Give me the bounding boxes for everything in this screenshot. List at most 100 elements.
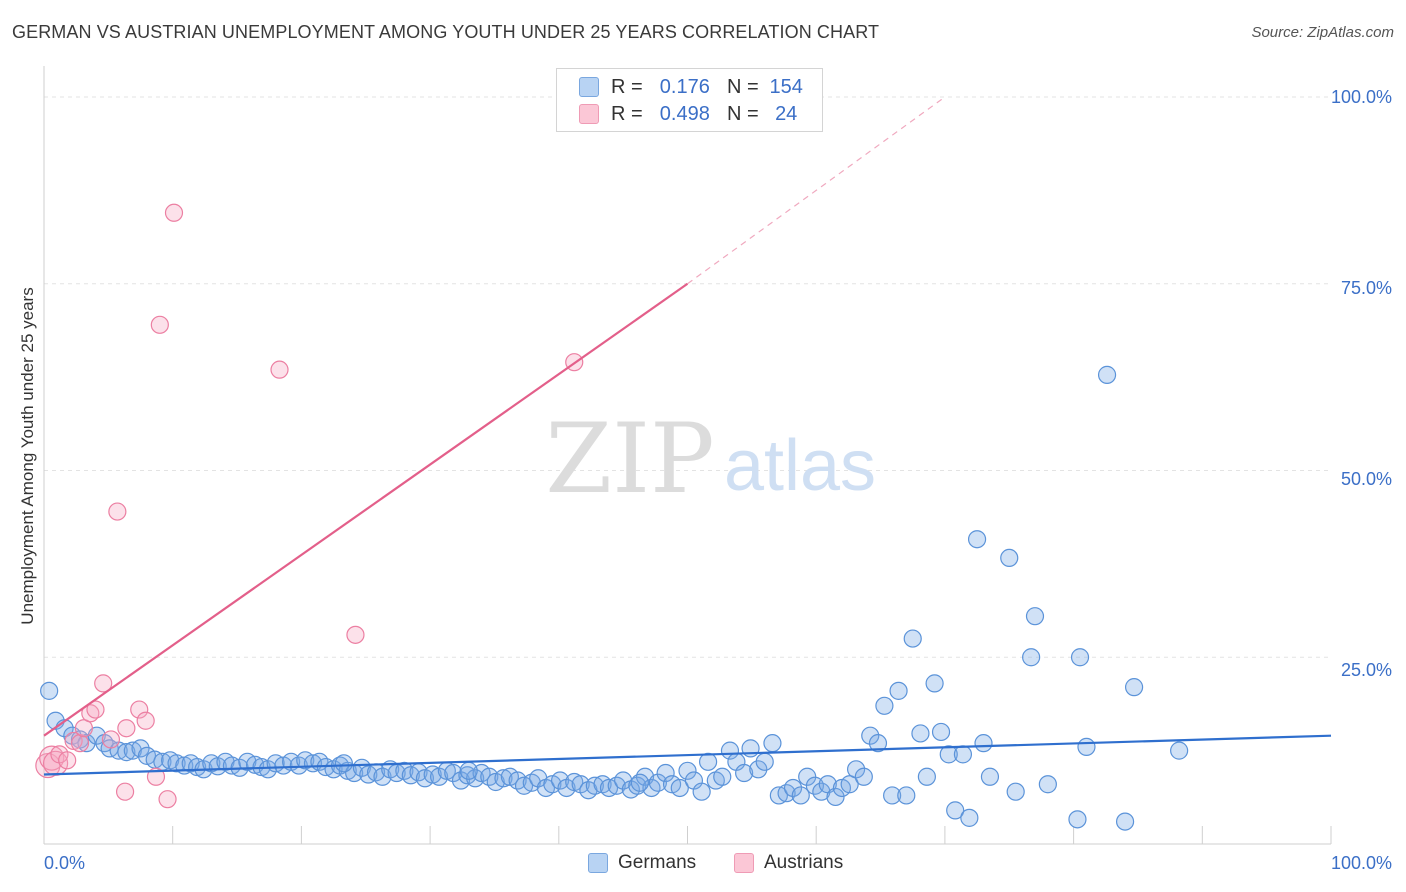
- data-point-german: [1070, 648, 1090, 667]
- trend-line-germans: [43, 734, 1332, 776]
- data-point-german: [953, 745, 973, 764]
- legend-swatch-germans: [579, 77, 599, 97]
- data-point-austrian: [346, 625, 365, 644]
- n-value-austrians: 24: [775, 102, 798, 125]
- data-point-german: [1006, 782, 1025, 801]
- data-point-german: [352, 758, 371, 777]
- data-point-german: [334, 754, 353, 773]
- y-tick-25: 25.0%: [1340, 660, 1392, 680]
- n-label: N =: [726, 102, 759, 125]
- data-point-german: [1068, 810, 1087, 829]
- legend-row-austrians: R = 0.498 N = 24: [579, 102, 808, 126]
- data-point-austrian: [164, 203, 184, 222]
- data-point-austrian: [42, 750, 69, 776]
- chart-title: GERMAN VS AUSTRIAN UNEMPLOYMENT AMONG YO…: [12, 22, 880, 42]
- data-point-german: [967, 530, 987, 549]
- data-point-german: [931, 722, 951, 742]
- legend-row-germans: R = 0.176 N = 154: [579, 75, 808, 99]
- data-point-austrian: [136, 711, 155, 730]
- data-point-german: [670, 778, 689, 798]
- stats-legend: R = 0.176 N = 154 R = 0.498 N = 24: [556, 68, 823, 132]
- data-point-german: [1077, 737, 1096, 756]
- data-point-german: [889, 681, 908, 700]
- r-label: R =: [611, 75, 643, 98]
- data-point-german: [749, 760, 768, 779]
- data-point-german: [117, 743, 136, 762]
- data-point-german: [861, 726, 880, 745]
- data-point-german: [692, 782, 711, 801]
- data-point-german: [713, 767, 732, 786]
- watermark-atlas: atlas: [724, 426, 876, 506]
- data-point-german: [494, 769, 513, 788]
- data-point-german: [974, 734, 993, 753]
- axes: [43, 66, 1332, 845]
- data-point-austrian: [146, 767, 166, 786]
- data-point-german: [897, 786, 916, 805]
- data-point-austrian: [117, 719, 136, 738]
- data-point-austrian: [270, 360, 289, 379]
- data-point-german: [868, 734, 888, 753]
- data-point-german: [903, 629, 922, 648]
- y-axis-label: Unemployment Among Youth under 25 years: [18, 287, 37, 625]
- gridlines: [44, 96, 1331, 658]
- data-point-austrian: [158, 790, 177, 809]
- data-point-german: [656, 763, 675, 783]
- data-point-austrian: [58, 751, 77, 770]
- data-point-austrian: [101, 730, 121, 749]
- data-point-german: [783, 778, 803, 798]
- data-point-austrian: [108, 502, 127, 521]
- data-point-austrian: [86, 700, 105, 719]
- data-point-german: [917, 767, 936, 786]
- series-germans: [40, 365, 1189, 831]
- data-point-german: [698, 752, 718, 771]
- data-point-german: [960, 808, 979, 827]
- r-label: R =: [611, 102, 643, 125]
- data-point-german: [648, 773, 667, 792]
- series-austrians: [35, 203, 584, 809]
- data-point-german: [755, 752, 774, 771]
- legend-swatch-germans-bottom: [588, 853, 608, 873]
- data-point-german: [678, 761, 697, 780]
- source-attribution: Source: ZipAtlas.com: [1251, 24, 1394, 41]
- n-label: N =: [726, 75, 759, 98]
- data-point-austrian: [115, 782, 135, 801]
- y-tick-100: 100.0%: [1330, 87, 1392, 107]
- r-value-germans: 0.176: [659, 75, 710, 98]
- data-point-german: [131, 739, 150, 758]
- series-legend: Germans Austrians: [0, 852, 1406, 878]
- data-point-german: [763, 734, 782, 753]
- data-point-german: [630, 773, 649, 792]
- data-point-german: [1097, 365, 1117, 384]
- data-point-german: [925, 674, 944, 693]
- data-point-german: [1022, 648, 1041, 667]
- data-point-austrian: [150, 315, 169, 334]
- data-point-german: [1000, 548, 1019, 567]
- legend-swatch-austrians-bottom: [734, 853, 754, 873]
- data-point-german: [980, 767, 1000, 786]
- data-point-german: [812, 782, 831, 801]
- x-tick-min: 0.0%: [44, 853, 86, 873]
- y-tick-75: 75.0%: [1340, 278, 1392, 298]
- legend-label-austrians: Austrians: [764, 852, 844, 873]
- data-point-german: [735, 763, 754, 783]
- legend-swatch-austrians: [579, 104, 599, 124]
- data-point-german: [585, 776, 604, 795]
- x-tick-max: 100.0%: [1330, 853, 1392, 873]
- legend-label-germans: Germans: [618, 852, 697, 873]
- data-point-german: [1038, 775, 1057, 794]
- data-point-austrian: [130, 700, 149, 719]
- legend-item-germans: Germans: [588, 852, 696, 874]
- data-point-austrian: [70, 734, 90, 753]
- watermark: ZIP atlas: [545, 403, 876, 515]
- trend-line-austrians: [43, 282, 689, 737]
- data-point-german: [550, 771, 570, 790]
- r-value-austrians: 0.498: [659, 102, 710, 125]
- data-point-german: [1115, 812, 1135, 831]
- data-point-german: [911, 724, 930, 743]
- data-point-german: [846, 760, 866, 779]
- data-point-german: [840, 775, 859, 794]
- data-point-austrian: [94, 674, 113, 693]
- data-point-german: [40, 681, 59, 700]
- data-point-german: [854, 767, 873, 786]
- data-point-german: [1170, 741, 1189, 760]
